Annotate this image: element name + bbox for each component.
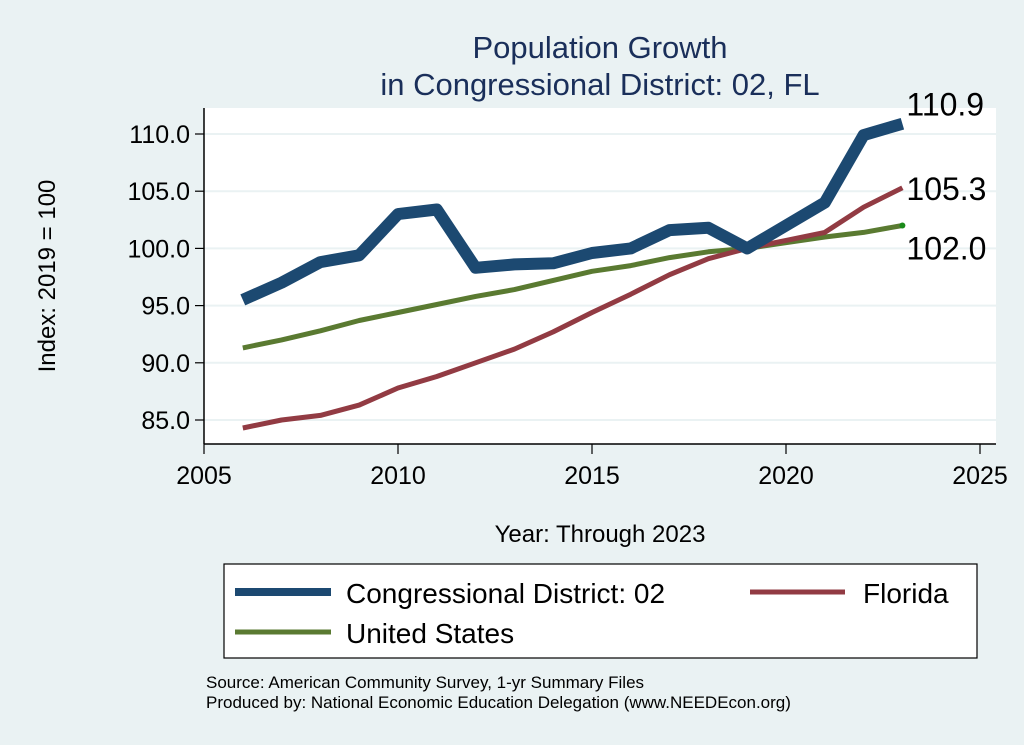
- x-tick-label: 2025: [952, 462, 1008, 490]
- source-note: Source: American Community Survey, 1-yr …: [206, 673, 644, 692]
- legend-label-cd02: Congressional District: 02: [346, 578, 665, 609]
- end-label-cd02: 110.9: [906, 87, 984, 123]
- gridlines: [204, 133, 996, 421]
- x-tick-label: 2010: [370, 462, 426, 490]
- chart-title-line-2: in Congressional District: 02, FL: [380, 67, 819, 102]
- series-line-florida: [242, 185, 904, 431]
- x-axis-label: Year: Through 2023: [495, 521, 706, 548]
- y-tick-label: 100.0: [127, 235, 190, 263]
- legend-label-us: United States: [346, 618, 514, 649]
- plot-area: [204, 108, 996, 444]
- series-lines: [240, 117, 906, 431]
- y-axis-label: Index: 2019 = 100: [34, 180, 61, 373]
- axes: 85.0 90.0 95.0 100.0 105.0 110.0 2005 2010 2015 2…: [127, 108, 1008, 490]
- end-labels: 110.9 105.3 102.0: [906, 87, 986, 267]
- producer-note: Produced by: National Economic Education…: [206, 693, 791, 712]
- series-line-cd02: [240, 117, 905, 306]
- legend-label-florida: Florida: [863, 578, 949, 609]
- y-tick-label: 85.0: [141, 407, 190, 435]
- us-end-marker: [899, 222, 906, 229]
- x-tick-label: 2020: [758, 462, 814, 490]
- y-tick-label: 105.0: [127, 178, 190, 206]
- y-tick-label: 90.0: [141, 350, 190, 378]
- x-tick-label: 2005: [176, 462, 232, 490]
- legend: Congressional District: 02 Florida Unite…: [223, 563, 978, 659]
- y-tick-label: 95.0: [141, 293, 190, 321]
- x-tick-label: 2015: [564, 462, 620, 490]
- end-label-us: 102.0: [906, 231, 986, 267]
- legend-box: [223, 563, 978, 659]
- end-label-florida: 105.3: [906, 171, 986, 207]
- y-tick-label: 110.0: [129, 121, 190, 149]
- chart-title-line-1: Population Growth: [472, 30, 727, 65]
- series-line-us: [242, 223, 903, 351]
